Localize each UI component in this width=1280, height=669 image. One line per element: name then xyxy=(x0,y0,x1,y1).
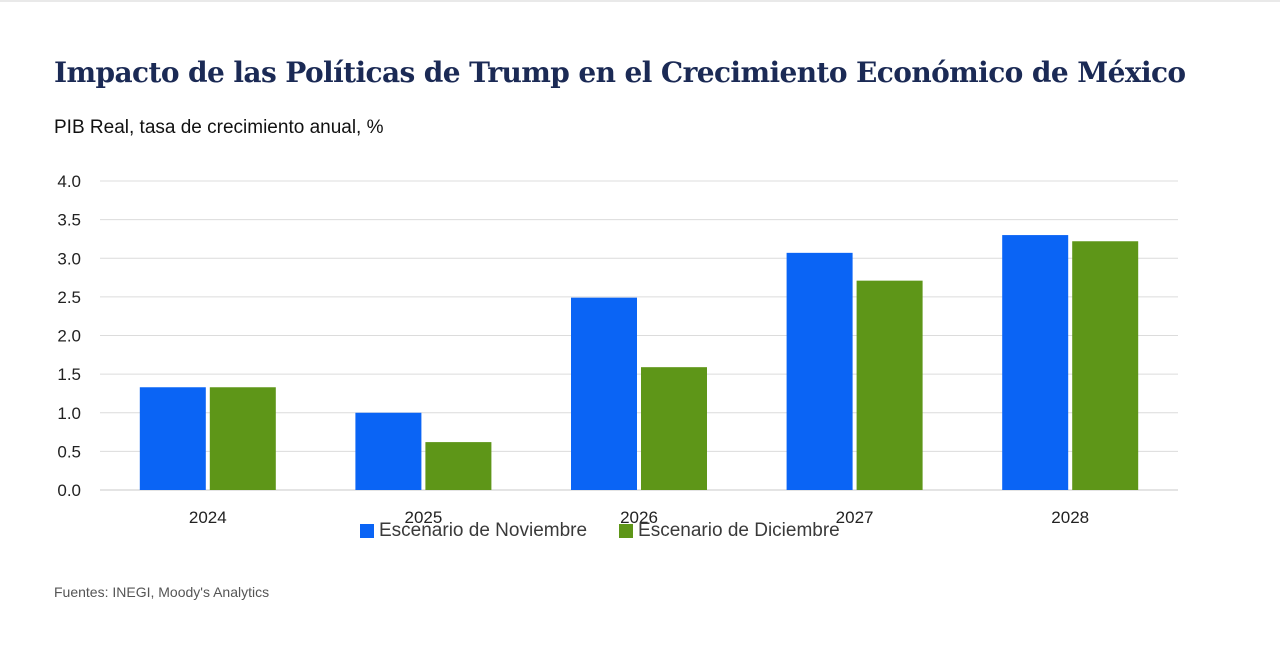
bar-noviembre-2024 xyxy=(139,387,206,490)
legend-item-noviembre: Escenario de Noviembre xyxy=(360,520,587,542)
bar-noviembre-2026 xyxy=(571,297,637,490)
legend-swatch-diciembre xyxy=(619,524,634,538)
chart-title: Impacto de las Políticas de Trump en el … xyxy=(54,56,1186,89)
chart-subtitle: PIB Real, tasa de crecimiento anual, % xyxy=(54,117,384,138)
legend-label-noviembre: Escenario de Noviembre xyxy=(379,520,588,541)
x-tick-label-2028: 2028 xyxy=(1051,508,1089,527)
y-tick-label-0.0: 0.0 xyxy=(57,481,81,500)
bar-diciembre-2026 xyxy=(641,367,707,490)
y-tick-label-2.5: 2.5 xyxy=(57,288,81,307)
bar-noviembre-2028 xyxy=(1002,235,1069,490)
x-tick-label-2024: 2024 xyxy=(189,508,227,527)
y-tick-label-4.0: 4.0 xyxy=(57,172,81,191)
x-tick-label-2025: 2025 xyxy=(404,508,442,527)
bar-diciembre-2024 xyxy=(209,387,276,490)
y-tick-label-1.0: 1.0 xyxy=(57,404,81,423)
bar-diciembre-2027 xyxy=(856,280,923,490)
top-divider xyxy=(0,0,1280,2)
y-tick-label-0.5: 0.5 xyxy=(57,442,81,461)
legend-label-diciembre: Escenario de Diciembre xyxy=(638,520,840,541)
bar-diciembre-2025 xyxy=(425,442,492,490)
y-tick-label-1.5: 1.5 xyxy=(57,365,81,384)
bar-diciembre-2028 xyxy=(1072,241,1139,490)
y-tick-label-3.0: 3.0 xyxy=(57,249,81,268)
chart-legend: Escenario de Noviembre Escenario de Dici… xyxy=(360,520,872,542)
y-tick-label-2.0: 2.0 xyxy=(57,327,81,346)
bar-noviembre-2027 xyxy=(786,252,853,490)
y-tick-label-3.5: 3.5 xyxy=(57,211,81,230)
source-note: Fuentes: INEGI, Moody's Analytics xyxy=(54,584,270,600)
legend-swatch-noviembre xyxy=(360,524,374,538)
legend-item-diciembre: Escenario de Diciembre xyxy=(619,520,840,542)
x-tick-label-2027: 2027 xyxy=(836,508,874,527)
bar-noviembre-2025 xyxy=(355,412,422,490)
x-tick-label-2026: 2026 xyxy=(620,508,658,527)
